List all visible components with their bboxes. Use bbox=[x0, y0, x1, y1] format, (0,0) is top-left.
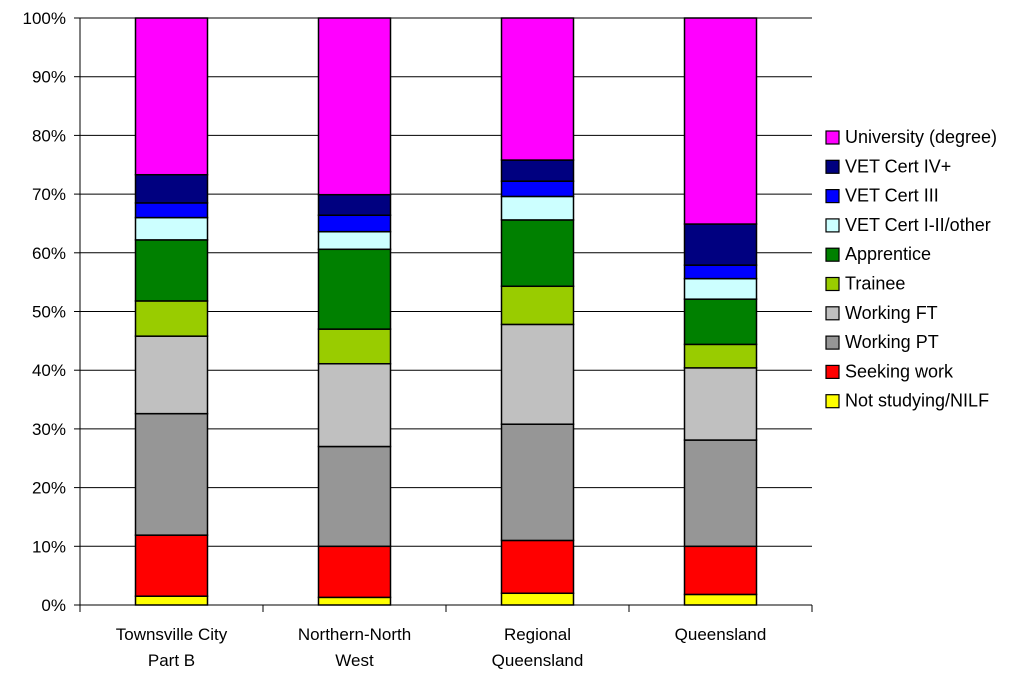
bar-segment-vet-cert-iv- bbox=[317, 193, 392, 216]
legend-label: Trainee bbox=[845, 274, 905, 294]
legend-label: University (degree) bbox=[845, 127, 997, 147]
bar-segment-vet-cert-i-ii-other bbox=[134, 216, 209, 241]
bar-segment-apprentice bbox=[683, 298, 758, 346]
legend-item: Apprentice bbox=[825, 244, 931, 264]
bar-segment-vet-cert-iv- bbox=[134, 173, 209, 204]
legend-swatch bbox=[825, 218, 840, 233]
y-tick-label: 80% bbox=[32, 126, 66, 145]
bar-segment-not-studying-nilf bbox=[317, 596, 392, 606]
legend-label: VET Cert IV+ bbox=[845, 156, 951, 176]
y-tick-labels: 0% 10% 20% 30% 40% 50% 60% 70% 80% 90% 100% bbox=[23, 9, 66, 615]
legend-item: Seeking work bbox=[825, 361, 954, 381]
x-category-label: Regional bbox=[504, 625, 571, 644]
bar-segment-vet-cert-iii bbox=[317, 214, 392, 233]
y-tick-label: 100% bbox=[23, 9, 66, 28]
bar-segment-university-degree- bbox=[500, 17, 575, 161]
legend-label: Working FT bbox=[845, 303, 938, 323]
legend-swatch bbox=[825, 394, 840, 409]
legend-item: VET Cert III bbox=[825, 186, 939, 206]
bar-segment-vet-cert-iii bbox=[500, 180, 575, 198]
bar-segment-working-ft bbox=[317, 362, 392, 448]
bar-segment-seeking-work bbox=[500, 539, 575, 595]
bar-segment-trainee bbox=[134, 300, 209, 337]
legend-label: Seeking work bbox=[845, 361, 954, 381]
bar-segment-vet-cert-iii bbox=[134, 202, 209, 219]
y-tick-label: 30% bbox=[32, 420, 66, 439]
legend: University (degree) VET Cert IV+ VET Cert … bbox=[825, 127, 997, 411]
y-tick-label: 90% bbox=[32, 68, 66, 87]
bar-segment-vet-cert-i-ii-other bbox=[683, 277, 758, 300]
legend-label: Apprentice bbox=[845, 244, 931, 264]
bar-segment-vet-cert-iv- bbox=[500, 159, 575, 182]
x-category-labels: Townsville City Part B Northern-North West R… bbox=[116, 625, 767, 670]
legend-swatch bbox=[825, 306, 840, 321]
bar-segment-trainee bbox=[683, 343, 758, 369]
y-tick-label: 10% bbox=[32, 537, 66, 556]
x-category-label: Northern-North bbox=[298, 625, 411, 644]
legend-item: Working PT bbox=[825, 332, 939, 352]
legend-swatch bbox=[825, 335, 840, 350]
legend-label: Not studying/NILF bbox=[845, 391, 989, 411]
y-tick-label: 60% bbox=[32, 244, 66, 263]
bar-segment-trainee bbox=[317, 328, 392, 365]
legend-item: Not studying/NILF bbox=[825, 391, 989, 411]
bar-segment-seeking-work bbox=[683, 545, 758, 596]
x-category-label: Queensland bbox=[492, 651, 584, 670]
bar-segment-university-degree- bbox=[683, 17, 758, 225]
legend-label: Working PT bbox=[845, 332, 939, 352]
x-category-label: Part B bbox=[148, 651, 195, 670]
bar-segment-working-pt bbox=[317, 445, 392, 548]
legend-swatch bbox=[825, 247, 840, 262]
bar-segment-working-pt bbox=[683, 439, 758, 548]
legend-label: VET Cert I-II/other bbox=[845, 215, 991, 235]
bar-segment-vet-cert-i-ii-other bbox=[317, 230, 392, 251]
legend-item: University (degree) bbox=[825, 127, 997, 147]
legend-label: VET Cert III bbox=[845, 186, 939, 206]
bar-segment-vet-cert-i-ii-other bbox=[500, 195, 575, 221]
y-tick-label: 40% bbox=[32, 361, 66, 380]
x-category-label: West bbox=[335, 651, 374, 670]
legend-item: Working FT bbox=[825, 303, 938, 323]
legend-swatch bbox=[825, 130, 840, 145]
x-category-label: Townsville City bbox=[116, 625, 228, 644]
bars bbox=[134, 17, 758, 606]
bar-segment-university-degree- bbox=[317, 17, 392, 196]
bar-segment-working-ft bbox=[500, 323, 575, 425]
y-tick-label: 0% bbox=[41, 596, 66, 615]
y-tick-label: 70% bbox=[32, 185, 66, 204]
legend-item: VET Cert IV+ bbox=[825, 156, 951, 176]
bar-segment-not-studying-nilf bbox=[683, 593, 758, 606]
legend-item: Trainee bbox=[825, 274, 905, 294]
bar-segment-working-pt bbox=[500, 423, 575, 542]
bar-segment-vet-cert-iii bbox=[683, 264, 758, 280]
legend-swatch bbox=[825, 189, 840, 204]
legend-swatch bbox=[825, 159, 840, 174]
bar-segment-not-studying-nilf bbox=[134, 595, 209, 606]
legend-swatch bbox=[825, 276, 840, 292]
legend-item: VET Cert I-II/other bbox=[825, 215, 991, 235]
bar-segment-trainee bbox=[500, 285, 575, 326]
bar-segment-university-degree- bbox=[134, 17, 209, 176]
bar-segment-working-ft bbox=[134, 335, 209, 415]
bar-segment-seeking-work bbox=[134, 534, 209, 597]
y-tick-label: 20% bbox=[32, 479, 66, 498]
bar-segment-vet-cert-iv- bbox=[683, 223, 758, 266]
y-tick-label: 50% bbox=[32, 303, 66, 322]
bar-segment-apprentice bbox=[317, 248, 392, 330]
bar-segment-apprentice bbox=[134, 239, 209, 302]
bar-segment-working-pt bbox=[134, 412, 209, 536]
legend-swatch bbox=[825, 364, 840, 379]
bar-segment-working-ft bbox=[683, 367, 758, 441]
bar-segment-seeking-work bbox=[317, 545, 392, 599]
bar-segment-apprentice bbox=[500, 219, 575, 288]
x-category-label: Queensland bbox=[675, 625, 767, 644]
axes bbox=[74, 17, 813, 612]
bar-segment-not-studying-nilf bbox=[500, 592, 575, 606]
